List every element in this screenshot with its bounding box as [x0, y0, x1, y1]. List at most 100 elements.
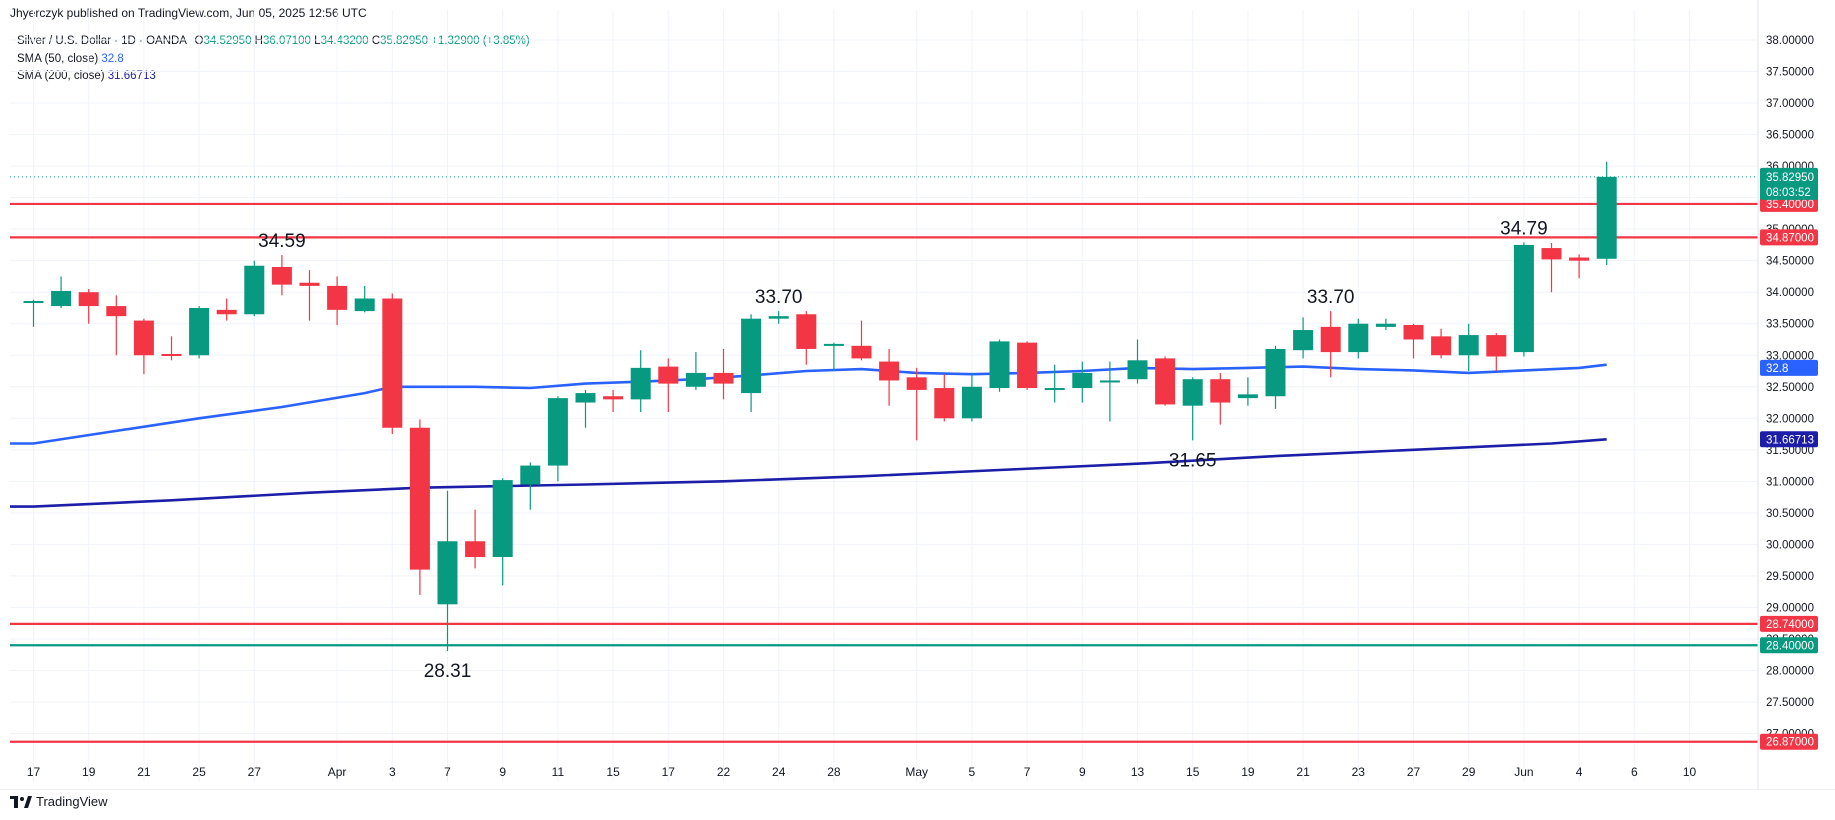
- y-tick-label: 34.00000: [1766, 287, 1814, 299]
- sma-tag-bg: [1760, 431, 1818, 448]
- brand[interactable]: TradingView: [10, 794, 108, 809]
- x-tick-label: 21: [1296, 765, 1310, 779]
- sma-tag-text: 31.66713: [1766, 434, 1814, 446]
- y-tick-label: 27.50000: [1766, 697, 1814, 709]
- level-tag-text: 28.40000: [1766, 640, 1814, 652]
- candle-body: [327, 285, 348, 310]
- candle: [133, 318, 154, 375]
- candle: [1099, 361, 1120, 422]
- candle: [768, 311, 789, 324]
- x-tick-label: 10: [1683, 765, 1697, 779]
- candle-body: [1017, 342, 1038, 389]
- candle-body: [1265, 348, 1286, 397]
- x-tick-label: May: [905, 765, 928, 779]
- y-tick-label: 37.50000: [1766, 67, 1814, 79]
- candle: [1182, 377, 1203, 441]
- candle: [906, 367, 927, 441]
- candle: [189, 306, 210, 359]
- candle: [1017, 341, 1038, 390]
- candle-body: [244, 265, 265, 315]
- candle: [603, 389, 624, 412]
- y-tick-label: 29.50000: [1766, 571, 1814, 583]
- candle-body: [106, 306, 127, 317]
- x-tick-label: 13: [1131, 765, 1145, 779]
- candle: [879, 348, 900, 406]
- x-tick-label: 29: [1462, 765, 1476, 779]
- candle-body: [1155, 358, 1176, 405]
- chart-grid: [10, 10, 1758, 782]
- y-tick-label: 38.00000: [1766, 35, 1814, 47]
- level-tag-text: 35.40000: [1766, 199, 1814, 211]
- candle: [1237, 377, 1258, 406]
- candle-body: [1210, 379, 1231, 403]
- candle-body: [409, 427, 430, 570]
- candle-body: [1596, 176, 1617, 259]
- candle: [823, 342, 844, 372]
- price-annotation: 33.70: [1307, 287, 1355, 308]
- candle-body: [1348, 323, 1369, 353]
- candle: [741, 314, 762, 412]
- candle: [1375, 318, 1396, 331]
- current-price-tag: 35.82950 08:03:52: [1760, 167, 1818, 200]
- level-tag: 28.40000: [1760, 637, 1818, 654]
- x-tick-label: 21: [137, 765, 151, 779]
- current-price-text: 35.82950: [1766, 172, 1814, 184]
- candle: [934, 374, 955, 422]
- candle-body: [630, 367, 651, 400]
- candle-body: [437, 541, 458, 605]
- candle-body: [741, 318, 762, 394]
- x-tick-label: 4: [1576, 765, 1583, 779]
- candle-body: [1541, 248, 1562, 260]
- candle-body: [1237, 394, 1258, 399]
- price-chart[interactable]: 34.59 33.70 33.70 34.79 28.31 31.65 17 19 21 25 2…: [0, 0, 1835, 790]
- candle: [575, 389, 596, 428]
- candle: [1403, 323, 1424, 359]
- candle-body: [1486, 335, 1507, 357]
- candle: [713, 348, 734, 400]
- candle: [492, 478, 513, 586]
- candle-body: [1293, 330, 1314, 351]
- x-tick-label: 6: [1631, 765, 1638, 779]
- x-tick-label: 27: [248, 765, 262, 779]
- y-tick-label: 33.00000: [1766, 350, 1814, 362]
- candle-body: [796, 314, 817, 349]
- price-annotation: 31.65: [1169, 450, 1217, 471]
- candle: [1486, 333, 1507, 372]
- candle-body: [713, 372, 734, 384]
- price-annotation: 33.70: [755, 287, 803, 308]
- sma50-label: SMA (50, close): [17, 52, 99, 65]
- sma50-row[interactable]: SMA (50, close) 32.8: [17, 51, 530, 69]
- candle-body: [1458, 335, 1479, 356]
- y-tick-label: 29.00000: [1766, 602, 1814, 614]
- change-value: +1.32900 (+3.85%): [431, 35, 530, 47]
- candle: [961, 372, 982, 422]
- publisher-line: Jhyerczyk published on TradingView.com, …: [10, 6, 367, 20]
- candle: [382, 293, 403, 435]
- level-tag-bg: [1760, 615, 1818, 632]
- candle: [1293, 317, 1314, 359]
- candle: [658, 358, 679, 412]
- x-tick-label: 22: [717, 765, 731, 779]
- candle-body: [382, 298, 403, 428]
- sma-tag: 31.66713: [1760, 431, 1818, 448]
- moving-averages: [10, 363, 1607, 508]
- candle-body: [78, 292, 99, 307]
- y-tick-label: 33.50000: [1766, 319, 1814, 331]
- level-tag: 26.87000: [1760, 733, 1818, 750]
- x-tick-label: 27: [1407, 765, 1421, 779]
- y-tick-label: 28.00000: [1766, 666, 1814, 678]
- candle-body: [1403, 324, 1424, 340]
- sma200-line: [10, 438, 1607, 508]
- countdown-text: 08:03:52: [1766, 187, 1811, 199]
- candle: [78, 289, 99, 324]
- candle: [106, 295, 127, 356]
- candle: [161, 336, 182, 361]
- level-tag: 35.40000: [1760, 195, 1818, 212]
- x-tick-label: 17: [662, 765, 676, 779]
- candle: [354, 285, 375, 313]
- annotations: 34.59 33.70 33.70 34.79 28.31 31.65: [258, 218, 1548, 682]
- tradingview-logo-icon: [10, 795, 32, 808]
- candle-body: [906, 377, 927, 390]
- candle: [409, 419, 430, 595]
- candle: [1541, 243, 1562, 293]
